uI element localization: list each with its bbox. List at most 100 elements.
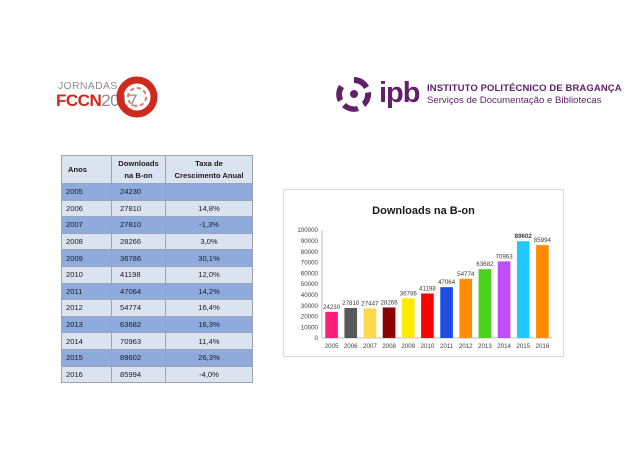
table-row: 2016 85994 -4,0% [61,365,253,384]
cell-rate: -4,0% [165,365,253,384]
table-row: 2008 28266 3,0% [61,232,253,251]
y-tick-label: 60000 [301,270,319,277]
table-row: 2006 27810 14,8% [61,199,253,218]
header-downloads-line1: Downloads [118,158,159,168]
y-tick-label: 80000 [301,249,319,256]
cell-downloads: 54774 [111,299,166,317]
cell-rate: 16,4% [165,299,253,317]
table-row: 2012 54774 16,4% [61,299,253,317]
x-tick-label: 2011 [440,343,454,350]
cell-rate: 16,3% [165,315,253,334]
chart-bar [363,308,377,338]
x-tick-label: 2009 [401,343,415,350]
cell-year: 2008 [61,232,112,251]
cell-rate: 14,8% [165,199,253,218]
cell-year: 2009 [61,249,112,267]
table-row: 2009 36786 30,1% [61,249,253,267]
bar-value-label: 28266 [380,299,398,306]
table-row: 2015 89602 26,3% [61,348,253,367]
x-tick-label: 2006 [344,343,358,350]
table-row: 2013 63682 16,3% [61,315,253,334]
table-row: 2014 70963 11,4% [61,332,253,350]
x-tick-label: 2015 [516,343,530,350]
chart-bar [516,241,530,338]
bar-value-label: 27810 [342,300,360,307]
bar-value-label: 70963 [495,253,513,260]
header-rate-line2: Crescimento Anual [174,170,244,180]
cell-downloads: 36786 [111,249,166,267]
cell-year: 2013 [61,315,112,334]
y-tick-label: 10000 [301,324,319,331]
chart-plot: 0 10000 20000 30000 40000 50000 60000 70000 8000… [297,227,552,350]
x-tick-label: 2005 [325,343,339,350]
chart-bar [421,293,434,338]
x-tick-label: 2012 [459,343,473,350]
y-tick-label: 50000 [301,281,319,288]
chart-bar [325,311,338,338]
chart-bar [382,307,396,338]
chart-bar [344,307,358,338]
chart-bar [440,287,453,338]
cell-downloads: 41198 [111,265,166,284]
fccn-logo-brand-text: FCCN [56,91,102,110]
header-rate: Taxa de Crescimento Anual [165,155,253,184]
cell-year: 2012 [61,299,112,317]
table-row: 2010 41198 12,0% [61,265,253,284]
cell-rate: 30,1% [165,249,253,267]
ipb-department-name: Serviços de Documentação e Bibliotecas [427,95,602,106]
cell-year: 2007 [61,216,112,234]
cell-year: 2015 [61,348,112,367]
fccn-ring-icon [116,76,158,118]
bar-value-label: 47064 [438,279,456,286]
chart-bar [401,298,415,338]
table-row: 2011 47064 14,2% [61,282,253,301]
cell-year: 2005 [61,183,112,201]
cell-year: 2016 [61,365,112,384]
ipb-wordmark: ipb [379,77,420,109]
downloads-table: Anos Downloads na B-on Taxa de Crescimento… [61,155,253,384]
y-tick-label: 40000 [301,292,319,299]
cell-year: 2010 [61,265,112,284]
chart-title: Downloads na B-on [372,205,475,217]
cell-rate: 26,3% [165,348,253,367]
cell-downloads: 27810 [111,216,166,234]
fccn-logo-top-text: JORNADAS [58,80,118,92]
cell-downloads: 28266 [111,232,166,251]
y-tick-label: 0 [315,335,319,342]
table-header-row: Anos Downloads na B-on Taxa de Crescimento… [61,155,253,184]
bar-value-label: 63682 [476,261,494,268]
chart-bar [459,278,473,338]
y-tick-label: 20000 [301,314,319,321]
x-tick-label: 2008 [382,343,396,350]
table-row: 2005 24230 [61,183,253,201]
chart-bar [536,245,549,338]
y-tick-label: 30000 [301,303,319,310]
bar-value-label: 24230 [323,304,341,311]
x-tick-label: 2010 [421,343,435,350]
fccn-logo-brand: FCCN2017 [56,91,138,111]
x-tick-label: 2007 [363,343,377,350]
header-rate-line1: Taxa de [195,158,223,168]
header-downloads-line2: na B-on [124,170,153,180]
cell-rate: 11,4% [165,332,253,350]
bar-value-label: 85994 [534,237,552,244]
cell-rate: 12,0% [165,265,253,284]
cell-year: 2006 [61,199,112,218]
cell-downloads: 63682 [111,315,166,334]
ipb-logo: ipb INSTITUTO POLITÉCNICO DE BRAGANÇA Se… [333,73,622,115]
ipb-emblem-icon [336,77,372,112]
cell-rate: 14,2% [165,282,253,301]
bar-value-label: 41198 [419,286,436,293]
bar-value-label: 27447 [361,300,379,307]
cell-downloads: 85994 [111,365,166,384]
y-tick-label: 70000 [301,260,319,267]
fccn-logo: JORNADAS FCCN2017 [56,74,158,120]
y-tick-label: 100000 [297,227,318,234]
bar-value-label: 36786 [400,290,418,297]
bar-value-label: 89602 [515,233,533,240]
cell-rate: -1,3% [165,216,253,234]
x-tick-label: 2014 [497,343,511,350]
x-tick-label: 2013 [478,343,492,350]
table-row: 2007 27810 -1,3% [61,216,253,234]
cell-downloads: 24230 [111,183,166,201]
